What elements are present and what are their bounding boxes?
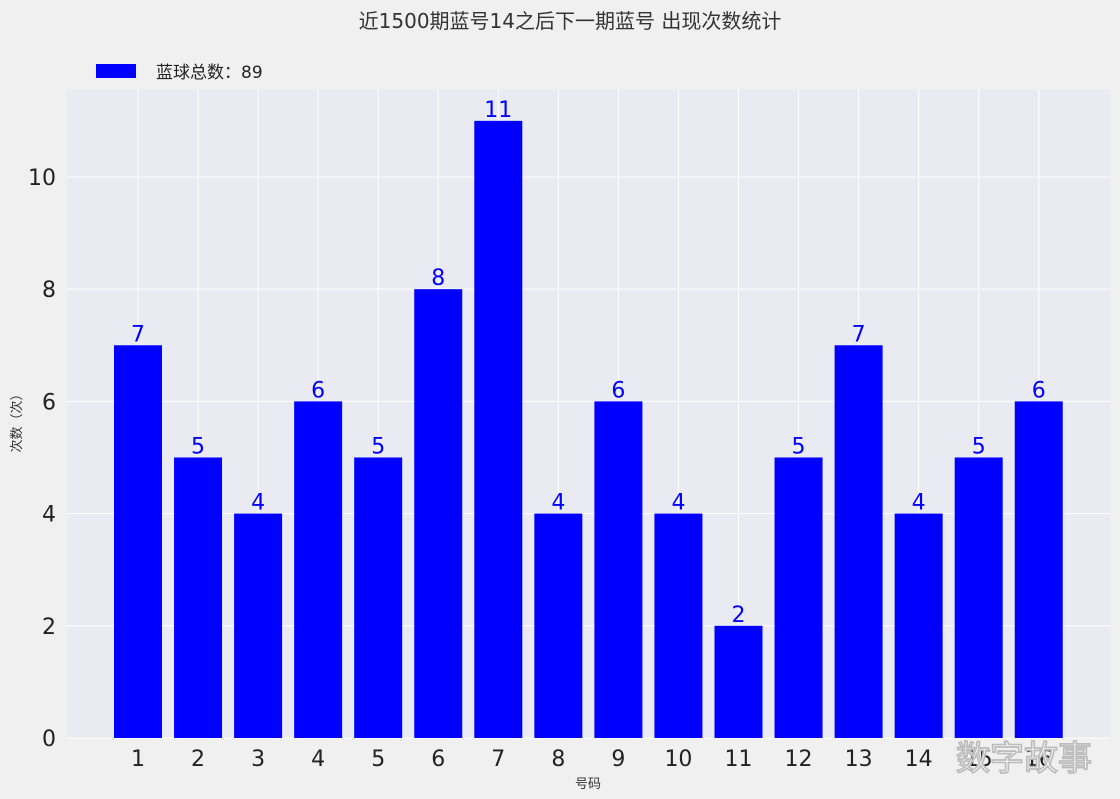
bar [714,625,763,738]
x-tick-label: 16 [1025,747,1053,772]
bar-value-label: 5 [792,434,806,459]
x-tick-labels: 1 2 3 4 5 6 7 8 9 10 11 12 13 14 15 16 [131,747,1053,772]
bar [954,457,1003,738]
bar [474,120,523,739]
x-axis-label: 号码 [575,777,601,792]
x-tick-label: 2 [191,747,205,772]
bar [294,401,343,738]
x-tick-label: 9 [611,747,625,772]
y-tick-labels: 0 2 4 6 8 10 [28,166,56,752]
bar [774,457,823,738]
legend-swatch [96,64,136,78]
bar-value-label: 6 [311,378,325,403]
x-tick-label: 7 [491,747,505,772]
x-tick-label: 1 [131,747,145,772]
bar-labels: 7 5 4 6 5 8 11 4 6 4 2 5 7 4 5 6 [131,98,1046,628]
x-tick-label: 12 [785,747,813,772]
x-tick-label: 13 [845,747,873,772]
bar [114,345,162,738]
bar-value-label: 4 [671,491,685,516]
bar-value-label: 5 [972,434,986,459]
watermark: 数字故事 [956,739,1092,779]
bar [234,513,283,738]
bars [114,120,1063,739]
bar-value-label: 4 [251,491,265,516]
bar [354,457,403,738]
x-tick-label: 11 [725,747,753,772]
x-tick-label: 5 [371,747,385,772]
x-tick-label: 3 [251,747,265,772]
x-tick-label: 8 [551,747,565,772]
bar-value-label: 5 [191,434,205,459]
bar-value-label: 8 [431,266,445,291]
x-tick-label: 15 [965,747,993,772]
legend: 蓝球总数：89 [96,63,263,83]
y-tick-label: 4 [42,503,56,528]
bar [654,513,703,738]
bar [534,513,583,738]
y-tick-label: 2 [42,615,56,640]
bar [594,401,643,738]
x-tick-label: 4 [311,747,325,772]
y-tick-label: 8 [42,278,56,303]
y-axis-label: 次数（次） [9,387,25,452]
bar-value-label: 7 [131,322,145,347]
x-tick-label: 6 [431,747,445,772]
bar-value-label: 2 [732,603,746,628]
bar [894,513,943,738]
bar-value-label: 7 [852,322,866,347]
plot-background [67,90,1110,738]
y-tick-label: 10 [28,166,56,191]
bar [1014,401,1063,738]
bar [414,289,463,738]
y-tick-label: 6 [42,390,56,415]
bar-value-label: 11 [484,98,512,123]
bar [834,345,883,738]
bar-value-label: 5 [371,434,385,459]
chart-title: 近1500期蓝号14之后下一期蓝号 出现次数统计 [359,9,782,33]
bar-value-label: 4 [912,491,926,516]
bar-value-label: 4 [551,491,565,516]
x-tick-label: 14 [905,747,933,772]
bar-value-label: 6 [611,378,625,403]
y-tick-label: 0 [42,727,56,752]
legend-entry: 蓝球总数：89 [156,63,263,83]
bar-value-label: 6 [1032,378,1046,403]
x-tick-label: 10 [664,747,692,772]
bar [174,457,223,738]
